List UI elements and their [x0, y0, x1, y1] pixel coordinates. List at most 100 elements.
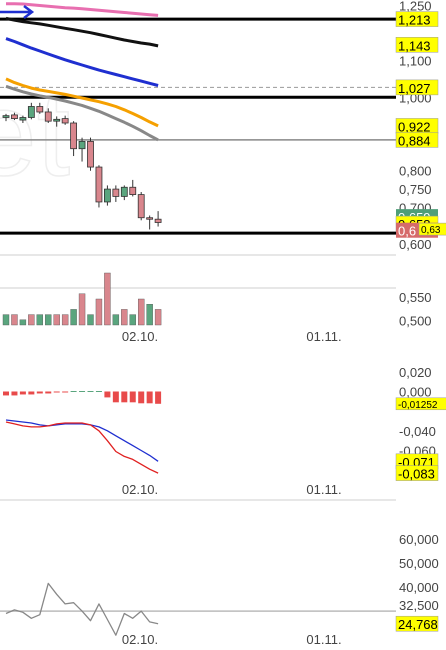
- candle: [104, 188, 111, 203]
- volume-bar: [45, 314, 52, 326]
- axis-tick-label: 0,020: [399, 365, 432, 380]
- moving-average-line: [5, 16, 159, 48]
- macd-histogram-bar: [104, 391, 111, 398]
- macd-histogram-bar: [45, 391, 52, 394]
- candle: [27, 106, 35, 118]
- value-tag-bg: [395, 11, 439, 27]
- volume-bar: [53, 314, 60, 326]
- candle: [36, 106, 44, 113]
- volume-bar: [11, 314, 18, 326]
- macd-histogram-bar: [28, 391, 35, 395]
- moving-average-line: [5, 84, 159, 142]
- value-tag: 24,768: [398, 617, 438, 632]
- volume-bar: [146, 304, 153, 326]
- x-axis-label: 02.10.: [122, 632, 158, 647]
- x-axis-label: 01.11.: [306, 329, 341, 344]
- macd-histogram-bar: [11, 391, 18, 396]
- macd-histogram-bar: [146, 391, 153, 404]
- volume-bar: [121, 309, 128, 326]
- candle: [87, 140, 94, 168]
- value-tag: -0,083: [398, 467, 435, 482]
- axis-tick-label: 0,550: [399, 290, 432, 305]
- volume-bar: [129, 314, 136, 326]
- x-axis-label: 02.10.: [122, 329, 158, 344]
- macd-line: [5, 421, 159, 474]
- axis-tick-label: 50,000: [399, 556, 439, 571]
- macd-histogram-bar: [53, 391, 60, 393]
- value-tag-bg: [395, 37, 439, 53]
- macd-line: [5, 419, 159, 462]
- moving-average-line: [5, 37, 159, 87]
- axis-tick-label: 1,250: [399, 0, 432, 14]
- candle: [129, 186, 137, 195]
- macd-histogram-bar: [36, 391, 43, 394]
- volume-bar: [154, 309, 162, 326]
- value-tag: 0,884: [398, 133, 431, 148]
- volume-bar: [36, 314, 43, 326]
- axis-tick-label: 40,000: [399, 580, 439, 595]
- value-tag-bg: [395, 132, 439, 148]
- candle: [53, 118, 61, 122]
- axis-tick-label: 32,500: [399, 598, 439, 613]
- volume-bar: [70, 309, 77, 326]
- macd-histogram-bar: [3, 391, 9, 396]
- value-tag: 0,63: [421, 225, 441, 236]
- value-tag: 0,6: [398, 224, 416, 239]
- value-tag-bg: [418, 222, 446, 236]
- candle: [61, 118, 69, 124]
- candle: [146, 217, 154, 220]
- volume-bar: [104, 272, 111, 326]
- candle: [11, 114, 18, 119]
- volume-bar: [61, 314, 69, 326]
- value-tag-bg: [395, 465, 439, 481]
- volume-bar: [28, 314, 35, 326]
- value-tag: -0,01252: [398, 400, 438, 411]
- macd-histogram-bar: [62, 391, 69, 393]
- candle: [19, 117, 27, 121]
- x-axis-label: 02.10.: [122, 482, 158, 497]
- value-tag-bg: [395, 615, 439, 632]
- oscillator-line: [5, 582, 159, 636]
- macd-histogram-bar: [19, 391, 26, 395]
- candle: [2, 115, 10, 118]
- candle: [120, 186, 128, 197]
- axis-tick-label: 0,750: [399, 182, 432, 197]
- candle: [95, 166, 103, 203]
- volume-bar: [95, 298, 103, 326]
- axis-tick-label: -0,040: [399, 424, 436, 439]
- candle: [137, 194, 145, 219]
- x-axis-label: 01.11.: [306, 482, 341, 497]
- value-tag: 1,213: [398, 13, 431, 28]
- value-tag: 1,027: [398, 81, 431, 96]
- volume-bar: [137, 298, 145, 326]
- macd-histogram-bar: [129, 391, 136, 403]
- moving-average-line: [5, 77, 159, 128]
- macd-histogram-bar: [112, 391, 119, 403]
- candle: [70, 122, 77, 150]
- candle: [44, 111, 52, 122]
- volume-bar: [112, 314, 120, 326]
- candle: [78, 140, 86, 150]
- volume-bar: [78, 293, 86, 326]
- volume-bar: [2, 314, 10, 326]
- axis-tick-label: 0,500: [399, 314, 432, 329]
- x-axis-label: 01.11.: [306, 632, 341, 647]
- arrow-annotation: [0, 5, 35, 19]
- candle: [112, 188, 120, 197]
- macd-histogram-bar: [155, 391, 162, 404]
- axis-tick-label: 0,600: [399, 237, 432, 252]
- volume-bar: [19, 319, 27, 326]
- axis-tick-label: 0,800: [399, 164, 432, 179]
- macd-histogram-bar: [138, 391, 145, 404]
- value-tag-bg: [395, 397, 446, 411]
- value-tag-bg: [395, 79, 439, 96]
- value-tag: 0,922: [398, 119, 431, 134]
- value-tag: 1,143: [398, 38, 431, 53]
- macd-histogram-bar: [121, 391, 128, 403]
- axis-tick-label: 60,000: [399, 532, 439, 547]
- volume-bar: [87, 314, 94, 326]
- axis-tick-label: 1,100: [399, 54, 432, 69]
- moving-average-line: [6, 2, 159, 17]
- axis-tick-label: 0,000: [399, 385, 432, 400]
